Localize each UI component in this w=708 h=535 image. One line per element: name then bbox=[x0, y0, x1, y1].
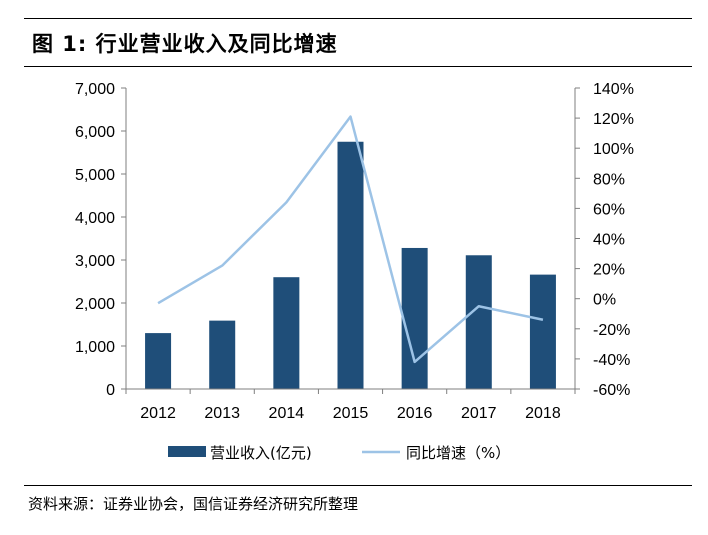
left-tick-label: 1,000 bbox=[75, 339, 115, 356]
right-tick-label: -20% bbox=[593, 322, 630, 339]
bar-2015 bbox=[337, 141, 364, 389]
left-tick-label: 7,000 bbox=[75, 81, 115, 98]
right-tick-label: 140% bbox=[593, 81, 634, 98]
right-tick-label: 120% bbox=[593, 111, 634, 128]
bar-2018 bbox=[529, 274, 556, 389]
x-tick-label: 2017 bbox=[461, 405, 497, 422]
title-bottom-rule bbox=[24, 66, 692, 67]
bar-2017 bbox=[465, 255, 492, 389]
left-tick-label: 0 bbox=[106, 382, 115, 399]
right-tick-label: -60% bbox=[593, 382, 630, 399]
figure-title: 图 1: 行业营业收入及同比增速 bbox=[32, 32, 338, 56]
right-tick-label: 100% bbox=[593, 141, 634, 158]
right-tick-label: 80% bbox=[593, 171, 625, 188]
x-tick-label: 2014 bbox=[269, 405, 305, 422]
right-tick-label: 20% bbox=[593, 262, 625, 279]
legend-swatch-revenue bbox=[168, 446, 206, 457]
left-tick-label: 5,000 bbox=[75, 167, 115, 184]
legend-label-revenue: 营业收入(亿元) bbox=[210, 444, 312, 462]
x-tick-label: 2018 bbox=[525, 405, 561, 422]
source-top-rule bbox=[24, 485, 692, 486]
title-top-rule bbox=[24, 18, 692, 19]
x-tick-label: 2013 bbox=[204, 405, 240, 422]
bar-2013 bbox=[209, 320, 236, 389]
left-tick-label: 6,000 bbox=[75, 124, 115, 141]
x-tick-label: 2016 bbox=[397, 405, 433, 422]
bar-2012 bbox=[145, 333, 172, 389]
legend-label-growth: 同比增速（%） bbox=[406, 444, 510, 462]
left-tick-label: 3,000 bbox=[75, 253, 115, 270]
left-tick-label: 4,000 bbox=[75, 210, 115, 227]
bar-2016 bbox=[401, 247, 428, 389]
left-tick-label: 2,000 bbox=[75, 296, 115, 313]
right-tick-label: -40% bbox=[593, 352, 630, 369]
right-tick-label: 0% bbox=[593, 292, 616, 309]
right-tick-label: 40% bbox=[593, 232, 625, 249]
x-tick-label: 2012 bbox=[140, 405, 176, 422]
x-tick-label: 2015 bbox=[333, 405, 369, 422]
source-note: 资料来源：证券业协会，国信证券经济研究所整理 bbox=[28, 495, 359, 513]
bar-2014 bbox=[273, 277, 300, 389]
right-tick-label: 60% bbox=[593, 201, 625, 218]
